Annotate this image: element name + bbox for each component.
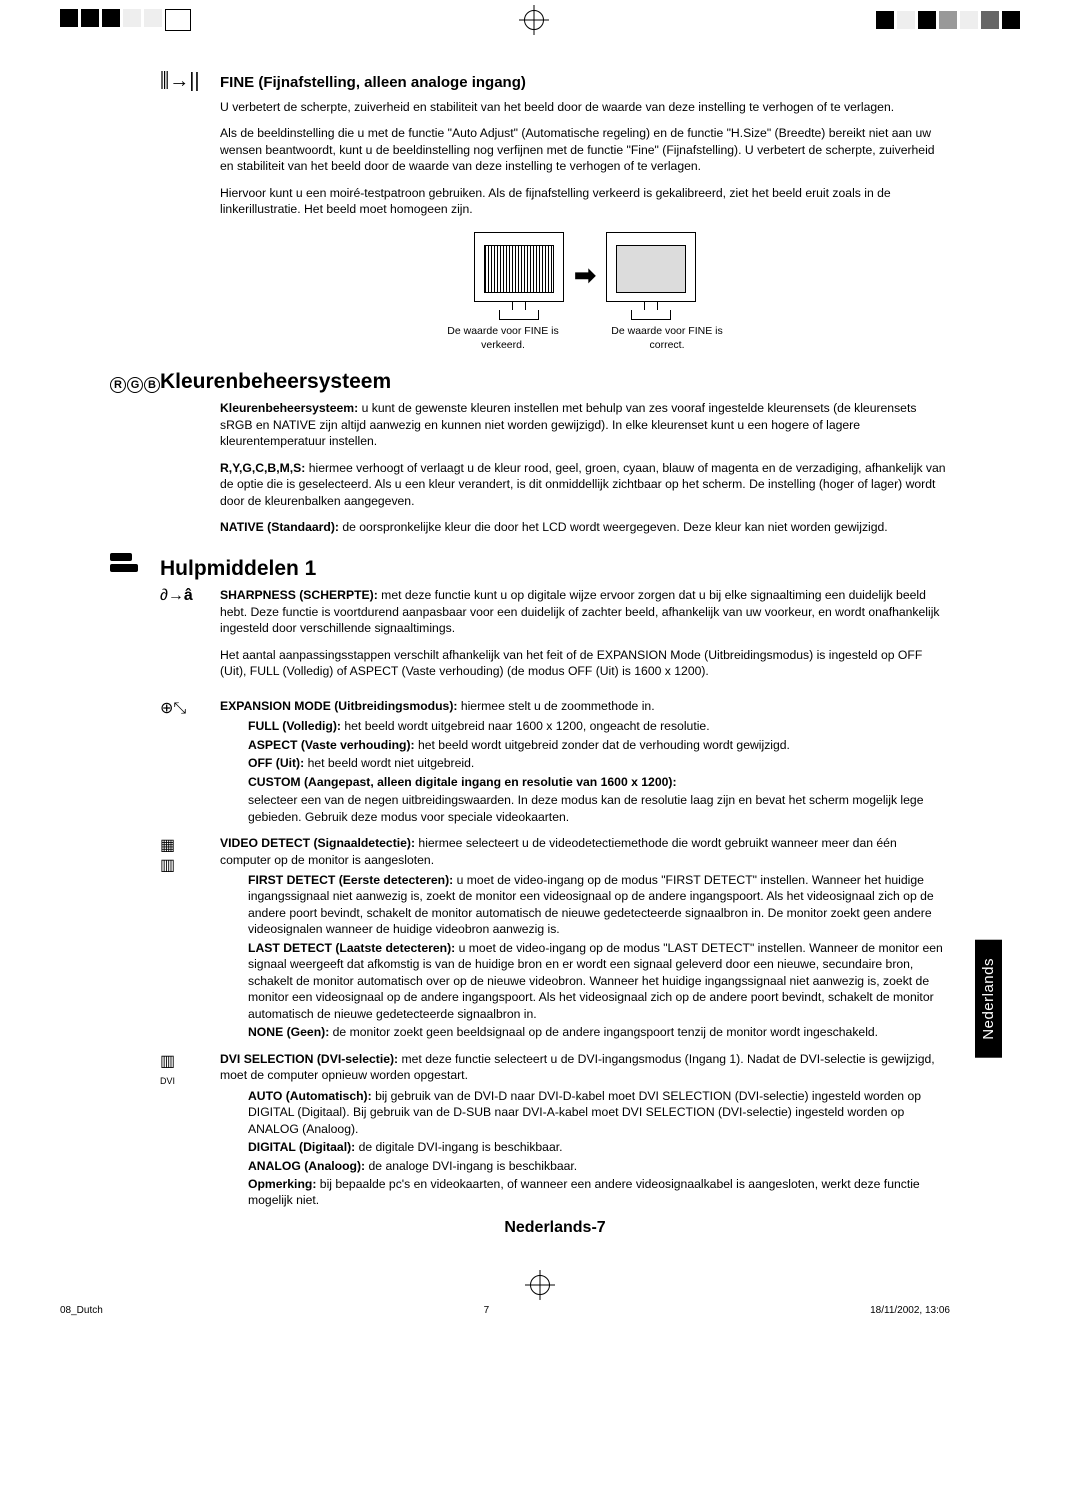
- last-detect-label: LAST DETECT (Laatste detecteren):: [248, 941, 455, 955]
- digital-text: de digitale DVI-ingang is beschikbaar.: [355, 1140, 562, 1154]
- analog-text: de analoge DVI-ingang is beschikbaar.: [365, 1159, 577, 1173]
- color-rygcbms-text: hiermee verhoogt of verlaagt u de kleur …: [220, 461, 946, 508]
- monitor-correct-icon: [606, 232, 696, 302]
- expansion-text: hiermee stelt u de zoommethode in.: [457, 699, 654, 713]
- footer: 08_Dutch 7 18/11/2002, 13:06: [0, 1305, 1080, 1316]
- digital-label: DIGITAL (Digitaal):: [248, 1140, 355, 1154]
- off-text: het beeld wordt niet uitgebreid.: [304, 756, 474, 770]
- fine-p2: Als de beeldinstelling die u met de func…: [220, 125, 950, 174]
- off-label: OFF (Uit):: [248, 756, 304, 770]
- video-detect-label: VIDEO DETECT (Signaaldetectie):: [220, 836, 415, 850]
- rgb-icon: RGB: [110, 377, 160, 393]
- auto-label: AUTO (Automatisch):: [248, 1089, 372, 1103]
- sharpness-icon: ∂→â: [160, 587, 220, 689]
- monitor-wrong-icon: [474, 232, 564, 302]
- sharpness-p2: Het aantal aanpassingsstappen verschilt …: [220, 647, 950, 680]
- language-tab: Nederlands: [975, 940, 1002, 1058]
- aspect-label: ASPECT (Vaste verhouding):: [248, 738, 415, 752]
- footer-page: 7: [484, 1305, 490, 1316]
- footer-left: 08_Dutch: [60, 1305, 103, 1316]
- color-native-label: NATIVE (Standaard):: [220, 520, 339, 534]
- page-label-center: Nederlands-7: [160, 1219, 950, 1237]
- fine-caption-left: De waarde voor FINE is verkeerd.: [438, 324, 568, 352]
- tools-heading: Hulpmiddelen 1: [160, 557, 316, 581]
- note-label: Opmerking:: [248, 1177, 316, 1191]
- crosshair-icon: [530, 1275, 550, 1295]
- fine-figure: ➡: [220, 232, 950, 320]
- section-fine: ⫼→|| FINE (Fijnafstelling, alleen analog…: [160, 70, 950, 352]
- note-text: bij bepaalde pc's en videokaarten, of wa…: [248, 1177, 920, 1207]
- registration-top: [0, 0, 1080, 40]
- crosshair-icon: [524, 10, 544, 30]
- dvi-selection-icon: ▥DVI: [160, 1051, 220, 1211]
- full-text: het beeld wordt uitgebreid naar 1600 x 1…: [341, 719, 710, 733]
- full-label: FULL (Volledig):: [248, 719, 341, 733]
- video-detect-icon: ▦▥: [160, 835, 220, 1043]
- color-heading: Kleurenbeheersysteem: [160, 370, 391, 394]
- analog-label: ANALOG (Analoog):: [248, 1159, 365, 1173]
- color-rygcbms-label: R,Y,G,C,B,M,S:: [220, 461, 305, 475]
- color-system-label: Kleurenbeheersysteem:: [220, 401, 358, 415]
- color-native-text: de oorspronkelijke kleur die door het LC…: [339, 520, 888, 534]
- fine-caption-right: De waarde voor FINE is correct.: [602, 324, 732, 352]
- expansion-label: EXPANSION MODE (Uitbreidingsmodus):: [220, 699, 457, 713]
- page-content: Nederlands ⫼→|| FINE (Fijnafstelling, al…: [0, 40, 1080, 1275]
- arrow-icon: ➡: [574, 258, 596, 293]
- fine-p1: U verbetert de scherpte, zuiverheid en s…: [220, 99, 950, 115]
- sharpness-label: SHARPNESS (SCHERPTE):: [220, 588, 378, 602]
- tools-icon: [110, 553, 140, 575]
- footer-right: 18/11/2002, 13:06: [870, 1305, 950, 1316]
- none-label: NONE (Geen):: [248, 1025, 329, 1039]
- section-tools: Hulpmiddelen 1 ∂→â SHARPNESS (SCHERPTE):…: [160, 553, 950, 1236]
- section-color: RGB Kleurenbeheersysteem Kleurenbeheersy…: [160, 370, 950, 535]
- reg-squares-right: [876, 11, 1020, 29]
- custom-label: CUSTOM (Aangepast, alleen digitale ingan…: [248, 775, 677, 789]
- custom-text: selecteer een van de negen uitbreidingsw…: [248, 792, 950, 825]
- none-text: de monitor zoekt geen beeldsignaal op de…: [329, 1025, 878, 1039]
- expansion-icon: ⊕⤡: [160, 698, 220, 827]
- aspect-text: het beeld wordt uitgebreid zonder dat de…: [415, 738, 790, 752]
- first-detect-label: FIRST DETECT (Eerste detecteren):: [248, 873, 453, 887]
- fine-p3: Hiervoor kunt u een moiré-testpatroon ge…: [220, 185, 950, 218]
- dvi-selection-label: DVI SELECTION (DVI-selectie):: [220, 1052, 398, 1066]
- fine-icon: ⫼→||: [160, 70, 220, 93]
- reg-squares-left: [60, 9, 191, 31]
- fine-heading: FINE (Fijnafstelling, alleen analoge ing…: [220, 74, 526, 91]
